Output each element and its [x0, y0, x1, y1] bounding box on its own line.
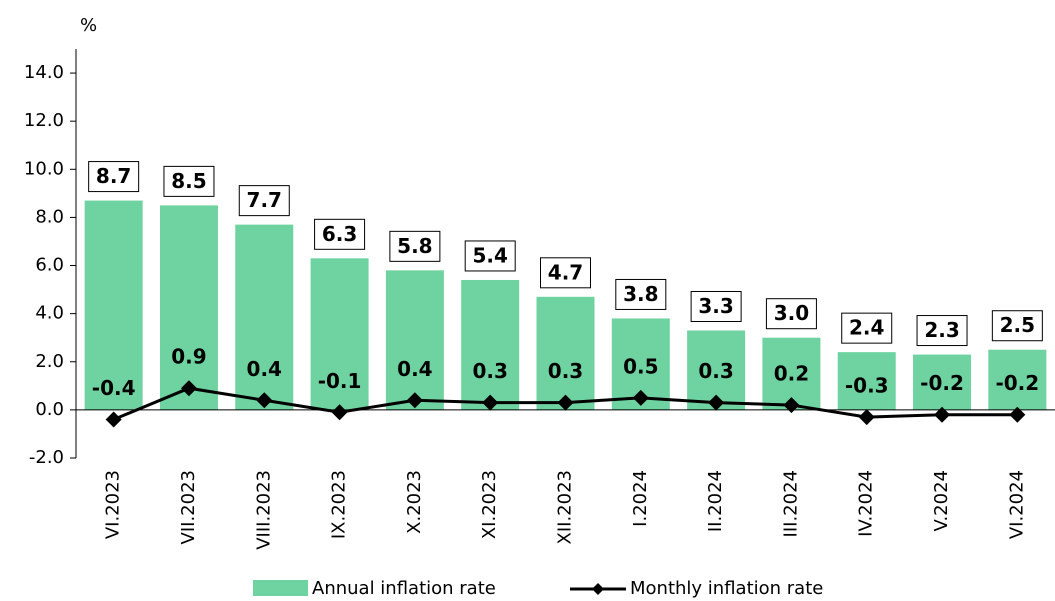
x-tick-label: III.2024: [780, 470, 801, 537]
point: [934, 406, 951, 423]
bar: [913, 354, 972, 410]
bar-value-label: 2.4: [849, 316, 884, 340]
point: [783, 397, 800, 414]
point-value-label: -0.2: [995, 371, 1039, 395]
y-tick-label: 12.0: [24, 110, 64, 131]
label-box: [991, 310, 1043, 342]
y-tick-label: 2.0: [35, 351, 64, 372]
bar-value-label: 5.8: [397, 234, 432, 258]
point-value-label: -0.3: [845, 374, 889, 398]
label-box: [765, 298, 817, 330]
y-tick-label: 14.0: [24, 62, 64, 83]
bar-value-label: 5.4: [472, 243, 507, 267]
bar-value-label: 6.3: [322, 222, 357, 246]
bar: [988, 349, 1047, 410]
x-tick-label: VIII.2023: [253, 470, 274, 550]
point: [105, 411, 122, 428]
point: [708, 394, 725, 411]
x-tick-label: XI.2023: [479, 470, 500, 539]
label-box: [389, 230, 441, 262]
point-value-label: 0.3: [472, 359, 507, 383]
bar-value-label: 2.5: [1000, 313, 1035, 337]
bar: [159, 205, 218, 410]
x-tick-label: IX.2023: [329, 470, 350, 539]
bar-value-label: 8.7: [96, 164, 131, 188]
point-value-label: 0.3: [548, 359, 583, 383]
x-tick-label: VII.2023: [178, 470, 199, 544]
point-value-label: 0.4: [247, 357, 282, 381]
bar: [310, 258, 369, 410]
x-tick-label: VI.2024: [1006, 470, 1027, 539]
point-value-label: 0.3: [698, 359, 733, 383]
point: [180, 380, 197, 397]
label-box: [916, 315, 968, 347]
legend-swatch: [253, 580, 308, 596]
point: [482, 394, 499, 411]
point: [406, 392, 423, 409]
point: [1009, 406, 1026, 423]
label-box: [314, 218, 366, 250]
x-tick-label: I.2024: [630, 470, 651, 527]
point-value-label: 0.9: [171, 345, 206, 369]
y-unit: %: [80, 15, 97, 36]
point: [331, 404, 348, 421]
x-tick-label: IV.2024: [856, 470, 877, 537]
bar: [461, 279, 520, 410]
legend-marker: [592, 583, 604, 595]
label-box: [163, 165, 215, 197]
bar: [837, 352, 896, 410]
bar: [536, 296, 595, 410]
y-tick-label: 6.0: [35, 255, 64, 276]
y-tick-label: 0.0: [35, 399, 64, 420]
bar-value-label: 8.5: [171, 169, 206, 193]
bar-value-label: 3.3: [698, 294, 733, 318]
point-value-label: -0.1: [318, 369, 362, 393]
x-tick-label: XII.2023: [555, 470, 576, 544]
label-box: [540, 257, 591, 289]
x-tick-label: II.2024: [705, 470, 726, 532]
bar: [84, 200, 143, 410]
legend-label: Annual inflation rate: [312, 578, 496, 599]
x-tick-label: VI.2023: [103, 470, 124, 539]
y-tick-label: 4.0: [35, 303, 64, 324]
label-box: [88, 161, 140, 193]
bar-value-label: 2.3: [924, 318, 959, 342]
y-tick-label: 8.0: [35, 206, 64, 227]
point-value-label: 0.5: [623, 354, 658, 378]
y-tick-label: -2.0: [29, 447, 64, 468]
x-tick-label: X.2023: [404, 470, 425, 534]
bar: [385, 270, 444, 410]
bar-value-label: 3.0: [774, 301, 809, 325]
label-box: [615, 278, 667, 310]
label-box: [841, 312, 893, 344]
bar-value-label: 7.7: [247, 188, 282, 212]
y-tick-label: 10.0: [24, 158, 64, 179]
legend-label: Monthly inflation rate: [630, 578, 823, 599]
label-box: [690, 290, 742, 322]
point-value-label: 0.4: [397, 357, 432, 381]
point-value-label: -0.4: [92, 376, 136, 400]
point-value-label: 0.2: [774, 362, 809, 386]
point: [557, 394, 574, 411]
bar: [235, 224, 294, 410]
point: [632, 389, 649, 406]
point-value-label: -0.2: [920, 371, 964, 395]
point: [256, 392, 273, 409]
label-box: [464, 240, 516, 272]
label-box: [238, 185, 290, 217]
bar-value-label: 4.7: [548, 260, 583, 284]
point: [858, 409, 875, 426]
x-tick-label: V.2024: [931, 470, 952, 532]
bar-value-label: 3.8: [623, 282, 658, 306]
